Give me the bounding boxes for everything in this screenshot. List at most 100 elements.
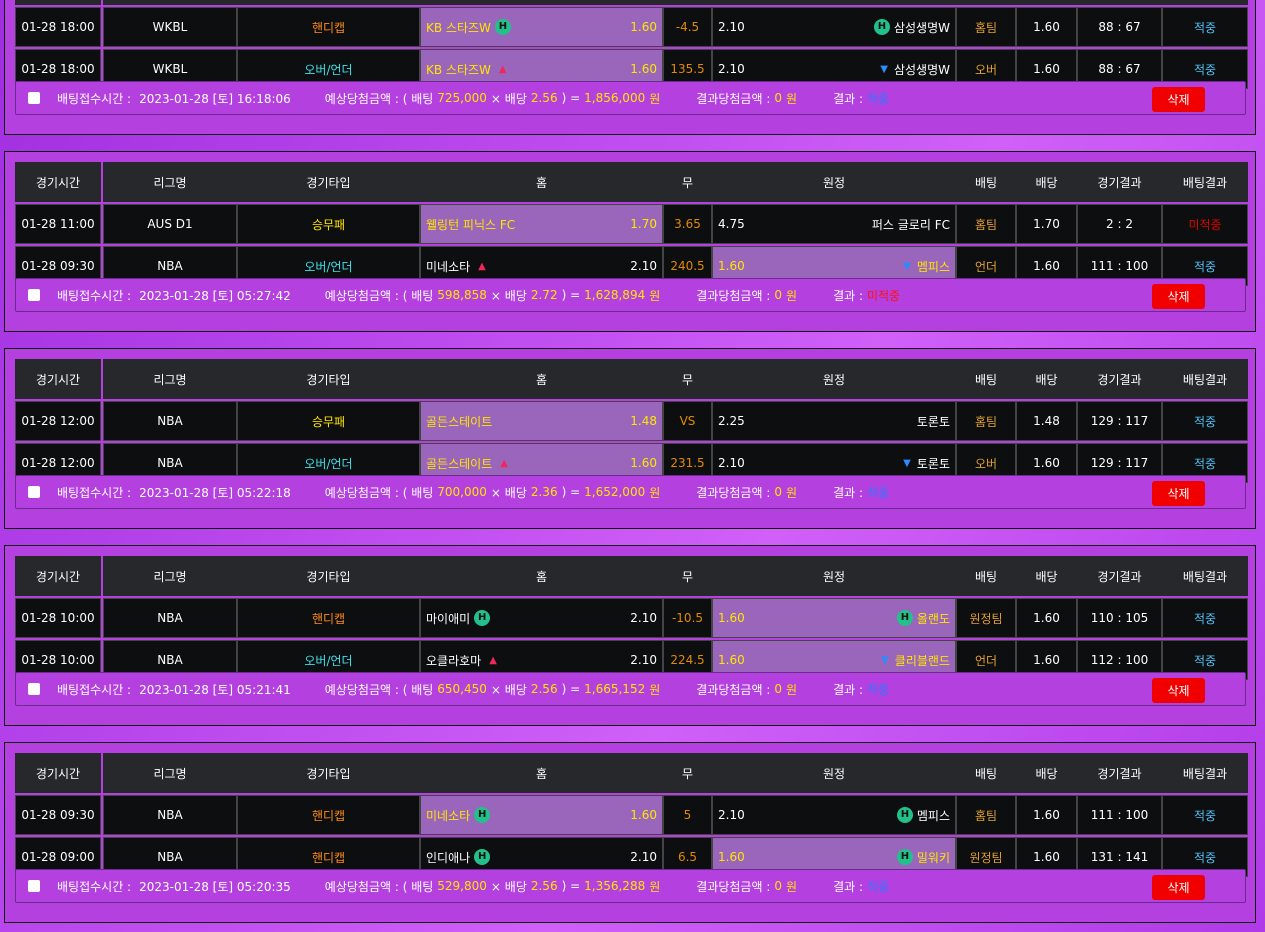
header-type: 경기타입 <box>237 162 420 202</box>
delete-button[interactable]: 삭제 <box>1152 678 1205 703</box>
receipt-time: 2023-01-28 [토] 05:22:18 <box>139 485 291 500</box>
equals-label: ) = <box>561 682 581 696</box>
header-home: 홈 <box>420 0 663 5</box>
currency-label: 원 <box>786 682 798 697</box>
select-checkbox[interactable] <box>28 486 40 498</box>
bet-result: 적중 <box>1162 795 1248 835</box>
home-team-pick[interactable]: 마이애미 H 2.10 <box>420 598 663 638</box>
select-checkbox[interactable] <box>28 880 40 892</box>
game-type: 승무패 <box>237 204 420 244</box>
home-team-name: 골든스테이트 <box>426 414 493 429</box>
away-team-name: 삼성생명W <box>893 62 950 77</box>
select-checkbox[interactable] <box>28 92 40 104</box>
home-team-name: 골든스테이트 <box>426 456 493 471</box>
header-type: 경기타입 <box>237 359 420 399</box>
total-odds: 2.56 <box>530 879 558 893</box>
away-team-name: 멤피스 <box>916 259 950 274</box>
header-draw: 무 <box>663 0 712 5</box>
bet-odds: 1.60 <box>1016 795 1077 835</box>
header-score: 경기결과 <box>1077 556 1162 596</box>
home-team-pick[interactable]: 골든스테이트 1.48 <box>420 401 663 441</box>
currency-label: 원 <box>649 91 661 106</box>
away-team-pick[interactable]: 2.10 H 멤피스 <box>712 795 956 835</box>
header-type: 경기타입 <box>237 0 420 5</box>
bet-slip-footer: 배팅접수시간 : 2023-01-28 [토] 05:22:18 예상당첨금액 … <box>15 475 1246 509</box>
header-home: 홈 <box>420 162 663 202</box>
header-odds: 배당 <box>1016 753 1077 793</box>
away-odds: 1.60 <box>718 653 745 667</box>
delete-button[interactable]: 삭제 <box>1152 481 1205 506</box>
result-amount: 0 <box>774 91 783 105</box>
bet-choice: 홈팀 <box>956 7 1016 47</box>
receipt-time-label: 배팅접수시간 : <box>57 682 132 697</box>
home-team-name: 인디애나 <box>426 850 471 865</box>
away-team-pick[interactable]: 2.10 H 삼성생명W <box>712 7 956 47</box>
away-team-pick[interactable]: 2.25 토론토 <box>712 401 956 441</box>
total-odds: 2.56 <box>530 91 558 105</box>
draw-line: 5 <box>663 795 712 835</box>
result-label: 결과 : <box>833 879 864 894</box>
result-amount-label: 결과당첨금액 : <box>696 288 771 303</box>
away-team-name: 멤피스 <box>916 808 950 823</box>
result-amount: 0 <box>774 288 783 302</box>
currency-label: 원 <box>786 288 798 303</box>
header-result: 배팅결과 <box>1162 359 1248 399</box>
header-result: 배팅결과 <box>1162 0 1248 5</box>
header-bet: 배팅 <box>956 753 1016 793</box>
odds-label: × 배당 <box>490 288 527 303</box>
home-team-pick[interactable]: KB 스타즈W H 1.60 <box>420 7 663 47</box>
header-bet: 배팅 <box>956 556 1016 596</box>
home-team-pick[interactable]: 웰링턴 피닉스 FC 1.70 <box>420 204 663 244</box>
result-value: 미적중 <box>867 288 901 303</box>
away-team-name: 토론토 <box>916 456 950 471</box>
home-odds: 2.10 <box>630 259 657 273</box>
delete-button[interactable]: 삭제 <box>1152 875 1205 900</box>
home-team-name: KB 스타즈W <box>426 62 491 77</box>
game-type: 핸디캡 <box>237 598 420 638</box>
header-bet: 배팅 <box>956 0 1016 5</box>
away-team-name: 클리블랜드 <box>894 653 950 668</box>
home-odds: 1.60 <box>630 456 657 470</box>
home-team-name: 미네소타 <box>426 259 471 274</box>
league-name: NBA <box>103 401 237 441</box>
under-arrow-down-icon: ▼ <box>903 260 911 272</box>
currency-label: 원 <box>786 485 798 500</box>
game-score: 129 : 117 <box>1077 401 1162 441</box>
delete-button[interactable]: 삭제 <box>1152 284 1205 309</box>
home-odds: 1.70 <box>630 217 657 231</box>
draw-line: 3.65 <box>663 204 712 244</box>
currency-label: 원 <box>786 879 798 894</box>
game-score: 110 : 105 <box>1077 598 1162 638</box>
home-team-name: 웰링턴 피닉스 FC <box>426 217 516 232</box>
away-odds: 1.60 <box>718 850 745 864</box>
under-arrow-down-icon: ▼ <box>903 457 911 469</box>
home-team-pick[interactable]: 미네소타 H 1.60 <box>420 795 663 835</box>
game-score: 88 : 67 <box>1077 7 1162 47</box>
header-odds: 배당 <box>1016 359 1077 399</box>
away-team-pick[interactable]: 4.75 퍼스 글로리 FC <box>712 204 956 244</box>
bet-slip-footer: 배팅접수시간 : 2023-01-28 [토] 05:27:42 예상당첨금액 … <box>15 278 1246 312</box>
header-time: 경기시간 <box>15 556 101 596</box>
stake-amount: 700,000 <box>437 485 487 499</box>
home-team-marker-icon: H <box>474 849 491 865</box>
select-checkbox[interactable] <box>28 683 40 695</box>
result-label: 결과 : <box>833 288 864 303</box>
away-odds: 1.60 <box>718 611 745 625</box>
away-team-pick[interactable]: 1.60 H 올랜도 <box>712 598 956 638</box>
bet-slip-footer: 배팅접수시간 : 2023-01-28 [토] 05:20:35 예상당첨금액 … <box>15 869 1246 903</box>
delete-button[interactable]: 삭제 <box>1152 87 1205 112</box>
select-checkbox[interactable] <box>28 289 40 301</box>
result-amount: 0 <box>774 879 783 893</box>
receipt-time-label: 배팅접수시간 : <box>57 879 132 894</box>
home-team-marker-icon: H <box>474 610 491 626</box>
over-arrow-up-icon: ▲ <box>489 654 497 666</box>
equals-label: ) = <box>561 485 581 499</box>
bet-odds: 1.70 <box>1016 204 1077 244</box>
header-away: 원정 <box>712 359 956 399</box>
header-result: 배팅결과 <box>1162 556 1248 596</box>
league-name: NBA <box>103 795 237 835</box>
header-time: 경기시간 <box>15 162 101 202</box>
receipt-time: 2023-01-28 [토] 16:18:06 <box>139 91 291 106</box>
header-away: 원정 <box>712 162 956 202</box>
